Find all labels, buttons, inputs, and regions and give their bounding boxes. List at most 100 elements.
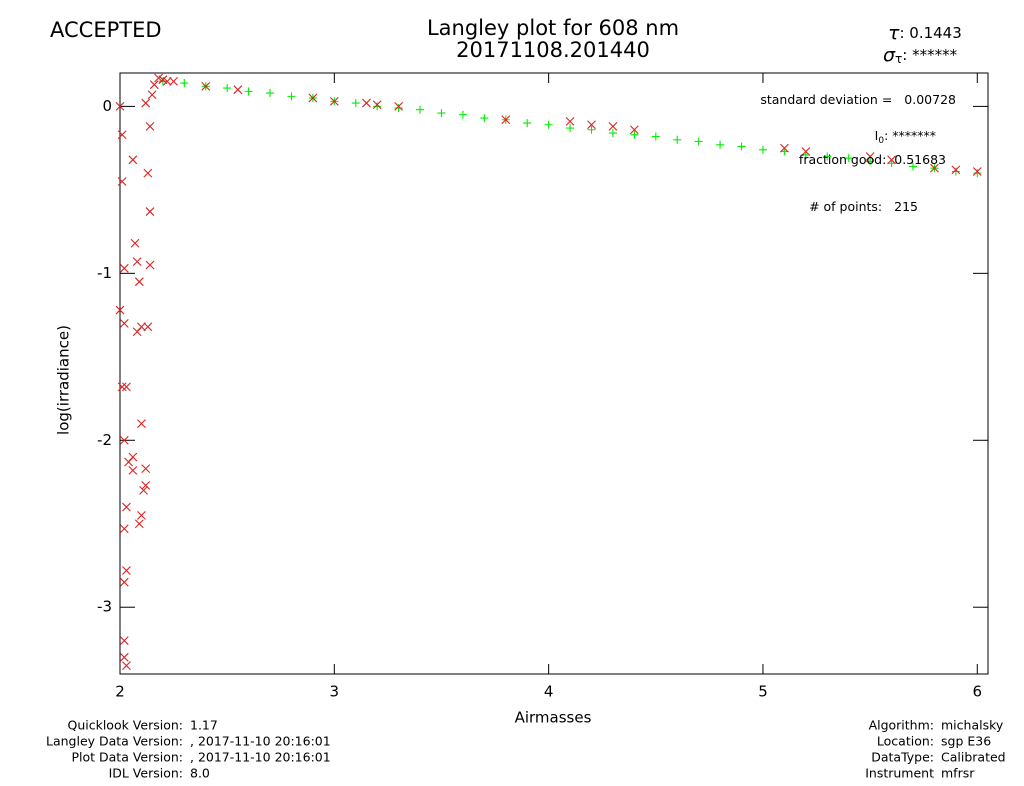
footer-value: mfrsr (941, 766, 975, 781)
point (137, 322, 146, 332)
point (362, 98, 371, 108)
footer-label: IDL Version: (109, 766, 183, 781)
point (115, 102, 125, 111)
point (141, 98, 151, 108)
footer-value: 8.0 (190, 766, 210, 781)
point (501, 115, 511, 125)
footer-label: Algorithm: (869, 718, 934, 733)
point (137, 419, 146, 428)
point (587, 125, 596, 134)
point (480, 114, 489, 123)
point (758, 145, 767, 154)
footer-label: Langley Data Version: (46, 734, 183, 749)
point (908, 162, 917, 171)
x-axis-label: Airmasses (515, 709, 592, 727)
point (117, 177, 127, 186)
footer-value: sgp E36 (941, 734, 991, 749)
footer-value: , 2017-11-10 20:16:01 (190, 734, 331, 749)
footer-label: Quicklook Version: (67, 718, 183, 733)
point (823, 152, 832, 161)
sigma-tau: στ: ****** (883, 44, 958, 66)
tau: τ: 0.1443 (888, 22, 962, 44)
y-tick-label: -1 (97, 264, 112, 282)
point (716, 140, 725, 149)
point (119, 319, 129, 328)
annotations: standard deviation = 0.00728 I0: ******* … (760, 92, 956, 214)
y-tick-label: 0 (102, 97, 112, 115)
point (523, 119, 532, 128)
point (437, 109, 446, 118)
x-tick-label: 6 (973, 683, 983, 701)
point (128, 452, 138, 462)
point (329, 96, 339, 106)
point (416, 105, 425, 114)
footer-value: michalsky (941, 718, 1004, 733)
point (162, 76, 172, 86)
point (134, 519, 144, 529)
point (180, 79, 189, 88)
point (458, 110, 467, 119)
point (651, 132, 660, 141)
chart-subtitle: 20171108.201440 (456, 38, 650, 62)
point (780, 143, 789, 153)
point (119, 577, 129, 587)
y-axis-label: log(irradiance) (55, 325, 73, 435)
point (169, 76, 178, 86)
point (587, 120, 596, 130)
point (566, 124, 575, 133)
point (951, 165, 961, 175)
footer-value: , 2017-11-10 20:16:01 (190, 750, 331, 765)
footer-value: Calibrated (941, 750, 1006, 765)
point (147, 90, 157, 100)
annotation: # of points: 215 (809, 199, 918, 214)
point (887, 155, 896, 165)
point (158, 77, 167, 86)
point (117, 130, 127, 140)
point (630, 130, 639, 139)
point (122, 661, 131, 671)
point (145, 260, 155, 270)
point (608, 129, 617, 138)
footer-label: Instrument (865, 766, 934, 781)
point (137, 511, 146, 520)
point (145, 207, 155, 216)
footer-label: Location: (877, 734, 934, 749)
plot-frame (119, 72, 989, 675)
point (972, 167, 982, 176)
x-tick-label: 5 (758, 683, 768, 701)
point (233, 85, 243, 95)
point (119, 636, 129, 645)
x-tick-label: 2 (115, 683, 125, 701)
point (930, 163, 939, 173)
point (143, 168, 153, 178)
footer-label: Plot Data Version: (71, 750, 183, 765)
point (128, 155, 138, 165)
point (801, 147, 811, 156)
point (201, 81, 211, 91)
point (565, 117, 575, 126)
status: ACCEPTED (50, 18, 162, 42)
point (865, 152, 875, 161)
footer-value: 1.17 (190, 718, 218, 733)
point (629, 125, 639, 135)
y-tick-label: -3 (97, 598, 112, 616)
point (122, 566, 131, 575)
point (122, 382, 131, 392)
point (287, 92, 296, 101)
annotation: I0: ******* (875, 128, 936, 146)
point (244, 87, 253, 96)
point (737, 142, 746, 151)
point (266, 89, 275, 98)
chart-title: Langley plot for 608 nm (427, 16, 679, 40)
point (394, 102, 404, 111)
point (223, 84, 232, 93)
x-tick-label: 4 (544, 683, 554, 701)
point (973, 169, 982, 178)
point (351, 99, 360, 108)
annotation: fraction good: 0.51683 (799, 152, 946, 167)
point (132, 257, 142, 267)
point (119, 524, 129, 534)
point (145, 122, 155, 131)
point (130, 238, 140, 248)
